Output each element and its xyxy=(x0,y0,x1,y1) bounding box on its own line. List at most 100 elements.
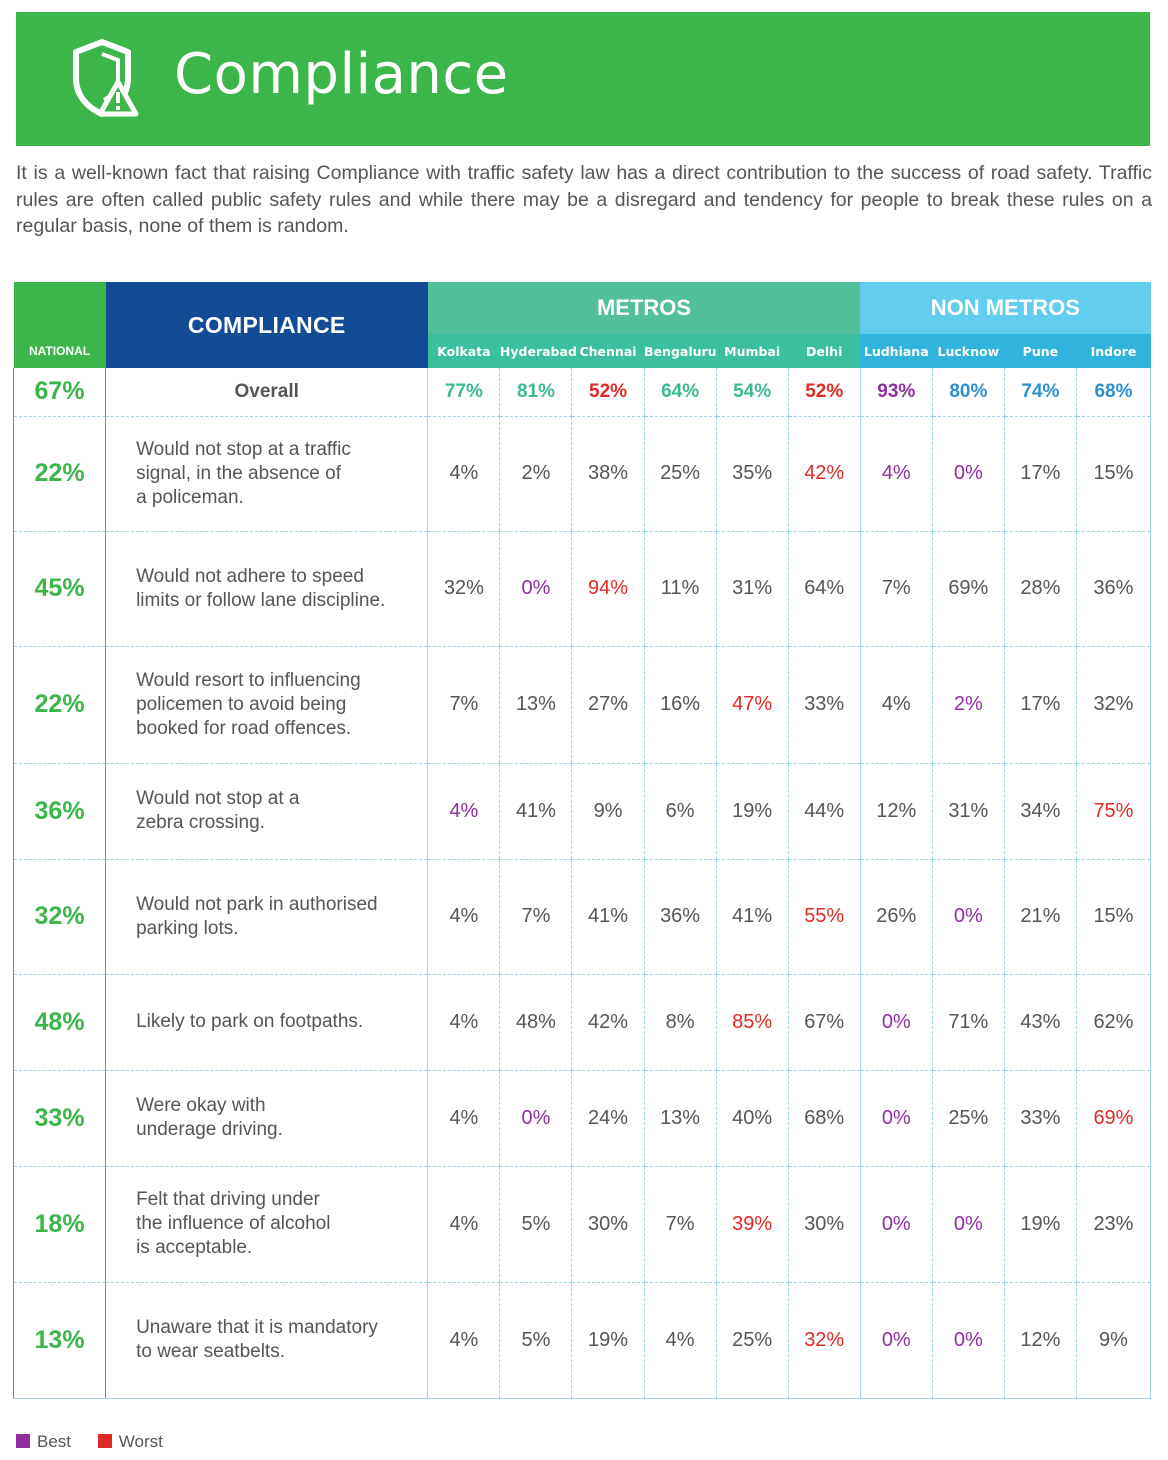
city-header-ludhiana: Ludhiana xyxy=(860,334,933,368)
row-label-line: a policeman. xyxy=(136,486,244,508)
row-label: Would not adhere to speed limits or follo… xyxy=(105,531,428,647)
row-label-line: the influence of alcohol xyxy=(136,1213,331,1234)
value-cell: 4% xyxy=(427,859,500,975)
row-label-line: signal, in the absence of xyxy=(136,462,341,484)
legend-worst: Worst xyxy=(97,1432,163,1451)
table-row: 32% Would not park in authorised parking l… xyxy=(12,859,1152,975)
intro-paragraph: It is a well-known fact that raising Com… xyxy=(16,162,1152,237)
value-cell: 32% xyxy=(787,1282,861,1399)
page-title: Compliance xyxy=(174,42,509,107)
row-label-line: limits or follow lane discipline. xyxy=(136,589,386,611)
row-label-line: Would not stop at a traffic xyxy=(136,438,351,460)
value-cell: 0% xyxy=(499,1070,572,1167)
value-cell: 39% xyxy=(715,1166,789,1283)
legend-worst-label: Worst xyxy=(118,1432,163,1451)
value-cell: 7% xyxy=(859,531,933,647)
worst-swatch xyxy=(97,1434,112,1448)
value-cell: 64% xyxy=(643,368,717,417)
row-label: Would not stop at a zebra crossing. xyxy=(105,763,428,860)
city-header-mumbai: Mumbai xyxy=(716,334,789,368)
value-cell: 19% xyxy=(715,763,789,860)
value-cell: 0% xyxy=(859,1070,933,1167)
value-cell: 64% xyxy=(787,531,861,647)
value-cell: 21% xyxy=(1003,859,1077,975)
row-label-line: policemen to avoid being xyxy=(136,693,347,715)
value-cell: 28% xyxy=(1003,531,1077,647)
value-cell: 43% xyxy=(1003,974,1077,1071)
value-cell: 19% xyxy=(1003,1166,1077,1283)
value-cell: 54% xyxy=(715,368,789,417)
value-cell: 62% xyxy=(1075,974,1152,1071)
value-cell: 48% xyxy=(499,974,572,1071)
overall-row: 67% Overall 77% 81% 52% 64% 54% 52% 93% 80% 74% 68% xyxy=(12,368,1152,417)
value-cell: 0% xyxy=(931,1166,1005,1283)
value-cell: 17% xyxy=(1003,646,1077,764)
value-cell: 41% xyxy=(715,859,789,975)
value-cell: 5% xyxy=(499,1166,572,1283)
value-cell: 4% xyxy=(427,416,500,532)
value-cell: 31% xyxy=(715,531,789,647)
value-cell: 0% xyxy=(859,1282,933,1399)
header-banner: Compliance xyxy=(16,12,1150,146)
national-value: 22% xyxy=(12,646,106,764)
value-cell: 24% xyxy=(571,1070,645,1167)
row-label: Unaware that it is mandatory to wear seat… xyxy=(105,1282,428,1399)
table-row: 36% Would not stop at a zebra crossing. 4% 4… xyxy=(12,763,1152,860)
row-label: Were okay with underage driving. xyxy=(105,1070,428,1167)
value-cell: 0% xyxy=(931,859,1005,975)
row-label-line: Would resort to influencing xyxy=(136,669,361,691)
value-cell: 38% xyxy=(571,416,645,532)
value-cell: 34% xyxy=(1003,763,1077,860)
value-cell: 16% xyxy=(643,646,717,764)
table-row: 33% Were okay with underage driving. 4% 0% 24… xyxy=(12,1070,1152,1167)
value-cell: 7% xyxy=(427,646,500,764)
value-cell: 4% xyxy=(427,1070,500,1167)
value-cell: 6% xyxy=(643,763,717,860)
value-cell: 77% xyxy=(427,368,500,417)
value-cell: 44% xyxy=(787,763,861,860)
national-value: 48% xyxy=(12,974,106,1071)
table-row: 13% Unaware that it is mandatory to wear s… xyxy=(12,1282,1152,1399)
table-row: 48% Likely to park on footpaths. 4% 48% 42% 8… xyxy=(12,974,1152,1071)
row-label-line: Were okay with xyxy=(136,1095,266,1116)
city-header-chennai: Chennai xyxy=(571,334,645,368)
value-cell: 13% xyxy=(499,646,572,764)
legend: Best Worst xyxy=(16,1432,185,1452)
value-cell: 75% xyxy=(1075,763,1152,860)
row-label-line: Would not stop at a xyxy=(136,788,300,809)
value-cell: 4% xyxy=(427,763,500,860)
value-cell: 15% xyxy=(1075,416,1152,532)
metros-header: METROS xyxy=(427,282,861,334)
value-cell: 93% xyxy=(859,368,933,417)
value-cell: 4% xyxy=(643,1282,717,1399)
best-swatch xyxy=(16,1434,30,1448)
row-label: Would resort to influencing policemen to … xyxy=(105,646,428,764)
national-value: 32% xyxy=(12,859,106,975)
value-cell: 36% xyxy=(643,859,717,975)
national-value: 36% xyxy=(12,763,106,860)
value-cell: 25% xyxy=(643,416,717,532)
value-cell: 0% xyxy=(499,531,572,647)
value-cell: 4% xyxy=(427,974,500,1071)
city-header-hyderabad: Hyderabad xyxy=(499,334,577,368)
value-cell: 67% xyxy=(787,974,861,1071)
national-value: 45% xyxy=(12,531,106,647)
row-label: Likely to park on footpaths. xyxy=(105,974,428,1071)
value-cell: 0% xyxy=(859,1166,933,1283)
row-label: Would not park in authorised parking lots… xyxy=(105,859,428,975)
value-cell: 5% xyxy=(499,1282,572,1399)
row-label-line: Likely to park on footpaths. xyxy=(136,1011,364,1032)
row-label-line: Would not adhere to speed xyxy=(136,565,364,587)
compliance-header: COMPLIANCE xyxy=(105,282,428,368)
value-cell: 8% xyxy=(643,974,717,1071)
value-cell: 40% xyxy=(715,1070,789,1167)
value-cell: 11% xyxy=(643,531,717,647)
shield-warning-icon xyxy=(73,39,139,117)
value-cell: 52% xyxy=(787,368,861,417)
value-cell: 4% xyxy=(859,416,933,532)
national-header: NATIONAL xyxy=(13,282,106,368)
value-cell: 42% xyxy=(787,416,861,532)
value-cell: 33% xyxy=(1003,1070,1077,1167)
value-cell: 27% xyxy=(571,646,645,764)
value-cell: 25% xyxy=(931,1070,1005,1167)
